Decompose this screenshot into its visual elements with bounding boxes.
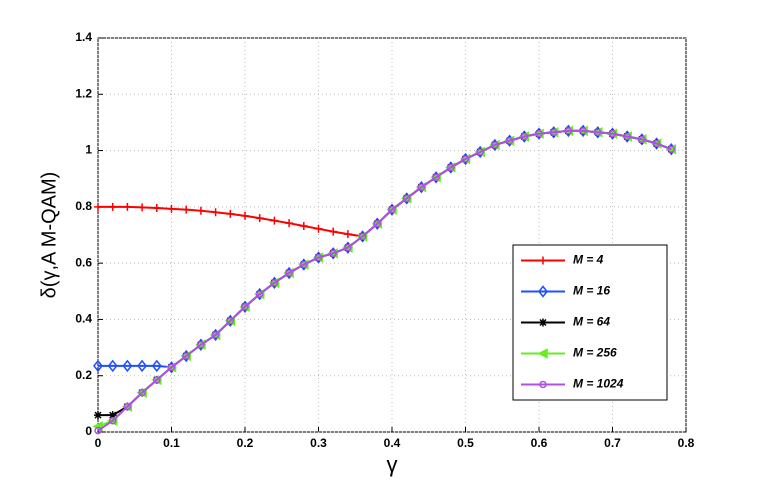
series-line [97,129,672,432]
x-tick-label: 0.3 [310,436,327,450]
marker [505,136,514,145]
x-tick-label: 0.7 [604,436,621,450]
marker [535,129,543,138]
marker [241,211,249,220]
y-axis-label: δ(γ,A M-QAM) [38,172,60,299]
marker [564,127,573,135]
legend-label: M = 4 [573,253,604,267]
marker [123,402,132,411]
marker [94,202,102,211]
marker [197,341,205,349]
marker [667,145,676,153]
marker [108,202,117,211]
marker [373,219,382,228]
marker [93,359,103,373]
marker [122,359,133,373]
marker [447,163,455,172]
x-tick-label: 0.8 [678,436,695,450]
y-tick-label: 1.2 [75,86,92,100]
marker [94,411,102,420]
marker [270,216,279,225]
marker [153,376,161,384]
x-tick-label: 0.2 [237,436,254,450]
marker [608,129,617,138]
marker [539,318,547,327]
marker [594,128,602,137]
marker [314,224,323,233]
legend: M = 4 M = 16 M = 64 M = 256 M = 1024 [512,244,668,401]
x-tick-label: 0.5 [457,436,474,450]
x-tick-label: 0.6 [531,436,548,450]
marker [226,317,235,325]
marker [539,256,547,265]
y-tick-label: 0.4 [75,312,92,326]
marker [211,208,220,217]
marker [652,139,661,148]
marker [138,388,146,397]
marker [211,331,220,339]
marker [538,285,548,298]
x-tick-label: 0 [95,436,102,450]
marker [417,183,426,191]
marker [270,279,279,287]
marker [539,380,547,389]
marker [167,363,176,372]
x-tick-label: 0.4 [384,436,401,450]
marker [137,359,148,373]
marker [123,202,132,211]
marker [94,426,102,435]
legend-label: M = 256 [573,346,617,360]
legend-label: M = 16 [573,284,610,298]
marker [329,249,337,258]
y-tick-label: 1 [85,143,92,157]
marker [285,269,293,277]
marker [491,141,499,149]
marker [402,194,411,203]
marker [638,135,646,144]
marker [108,416,117,425]
marker [285,219,294,228]
y-tick-label: 1.4 [75,30,92,44]
y-tick-label: 0.2 [75,368,92,382]
y-tick-label: 0 [85,424,92,438]
marker [343,230,352,239]
marker [329,227,338,236]
marker [255,214,264,223]
marker [537,348,548,359]
marker [623,132,631,141]
marker [152,203,161,212]
y-tick-label: 0.6 [75,255,92,269]
marker [476,148,484,156]
marker [255,290,264,298]
marker [108,411,117,420]
marker [432,173,440,182]
marker [388,205,396,214]
marker [182,205,191,214]
marker [167,204,176,213]
marker [107,359,118,373]
marker [520,132,529,141]
marker [300,260,308,269]
marker [344,243,352,252]
marker [226,209,235,218]
marker [196,206,205,215]
marker [182,352,190,360]
marker [358,232,367,241]
x-axis-label: γ [387,452,398,477]
marker [579,127,587,135]
y-tick-label: 0.8 [75,199,92,213]
marker [314,253,323,262]
marker [549,128,558,137]
legend-label: M = 64 [573,315,610,329]
marker [461,155,470,163]
marker [138,203,147,212]
marker [151,359,162,373]
x-tick-label: 0.1 [163,436,180,450]
marker [241,303,249,311]
legend-label: M = 1024 [573,377,624,391]
marker [299,221,308,230]
